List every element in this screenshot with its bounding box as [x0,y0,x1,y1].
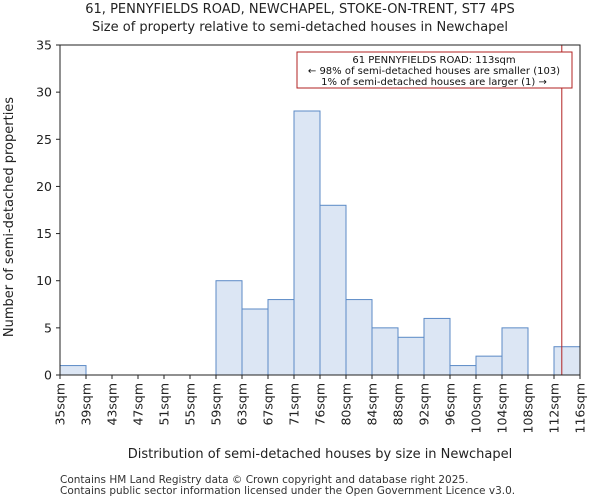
annotation-line-3: 1% of semi-detached houses are larger (1… [321,77,547,88]
chart-title: 61, PENNYFIELDS ROAD, NEWCHAPEL, STOKE-O… [85,2,515,17]
bar-112sqm [553,346,581,376]
x-tick-label: 96sqm [443,383,458,426]
property-annotation: 61 PENNYFIELDS ROAD: 113sqm ← 98% of sem… [296,51,573,89]
y-axis-label: Number of semi-detached properties [2,97,17,337]
footer-line-2: Contains public sector information licen… [60,485,516,497]
histogram-chart: 0 5 10 15 20 25 30 35 35sqm 39sqm 43sqm 47sqm 51sqm… [2,38,588,463]
x-tick-label: 47sqm [131,383,146,426]
x-tick-label: 88sqm [391,383,406,426]
x-tick-label: 92sqm [417,383,432,426]
y-tick-label: 30 [36,85,52,100]
y-tick-label: 35 [36,38,52,53]
bar-100sqm [475,355,503,376]
bar-35sqm [59,365,87,376]
bar-104sqm [501,327,529,376]
y-tick-label: 0 [44,368,52,383]
bar-71sqm [293,110,321,376]
x-tick-label: 112sqm [547,383,562,433]
x-tick-label: 108sqm [521,383,536,433]
bars-group [59,110,581,376]
annotation-box [296,51,573,89]
bar-76sqm [319,204,347,376]
annotation-line-2: ← 98% of semi-detached houses are smalle… [308,66,560,77]
x-tick-label: 100sqm [469,383,484,433]
chart-subtitle: Size of property relative to semi-detach… [91,20,509,35]
x-tick-label: 104sqm [495,383,510,433]
x-tick-label: 71sqm [287,383,302,426]
annotation-line-1: 61 PENNYFIELDS ROAD: 113sqm [352,55,515,66]
y-ticks-group: 0 5 10 15 20 25 30 35 [36,38,60,383]
x-tick-label: 35sqm [53,383,68,426]
x-tick-label: 63sqm [235,383,250,426]
bar-59sqm [215,280,243,376]
bar-96sqm [449,365,477,376]
y-tick-label: 25 [36,132,52,147]
x-tick-label: 76sqm [313,383,328,426]
x-tick-label: 43sqm [105,383,120,426]
bar-92sqm [423,317,451,376]
x-tick-label: 51sqm [157,383,172,426]
x-tick-label: 84sqm [365,383,380,426]
bar-80sqm [345,299,373,376]
x-tick-label: 116sqm [573,383,588,433]
y-tick-label: 10 [36,273,52,288]
bar-63sqm [241,308,269,376]
bar-88sqm [397,336,425,376]
x-axis-label: Distribution of semi-detached houses by … [128,447,513,462]
bar-84sqm [371,327,399,376]
x-tick-label: 59sqm [209,383,224,426]
x-tick-label: 39sqm [79,383,94,426]
x-tick-label: 80sqm [339,383,354,426]
bar-67sqm [267,299,295,376]
y-tick-label: 20 [36,179,52,194]
footer-line-1: Contains HM Land Registry data © Crown c… [60,474,469,486]
x-tick-label: 67sqm [261,383,276,426]
x-tick-label: 55sqm [183,383,198,426]
y-tick-label: 15 [36,226,52,241]
y-tick-label: 5 [44,320,52,335]
x-ticks-group: 35sqm 39sqm 43sqm 47sqm 51sqm 55sqm 59sqm 63sqm… [53,375,588,433]
